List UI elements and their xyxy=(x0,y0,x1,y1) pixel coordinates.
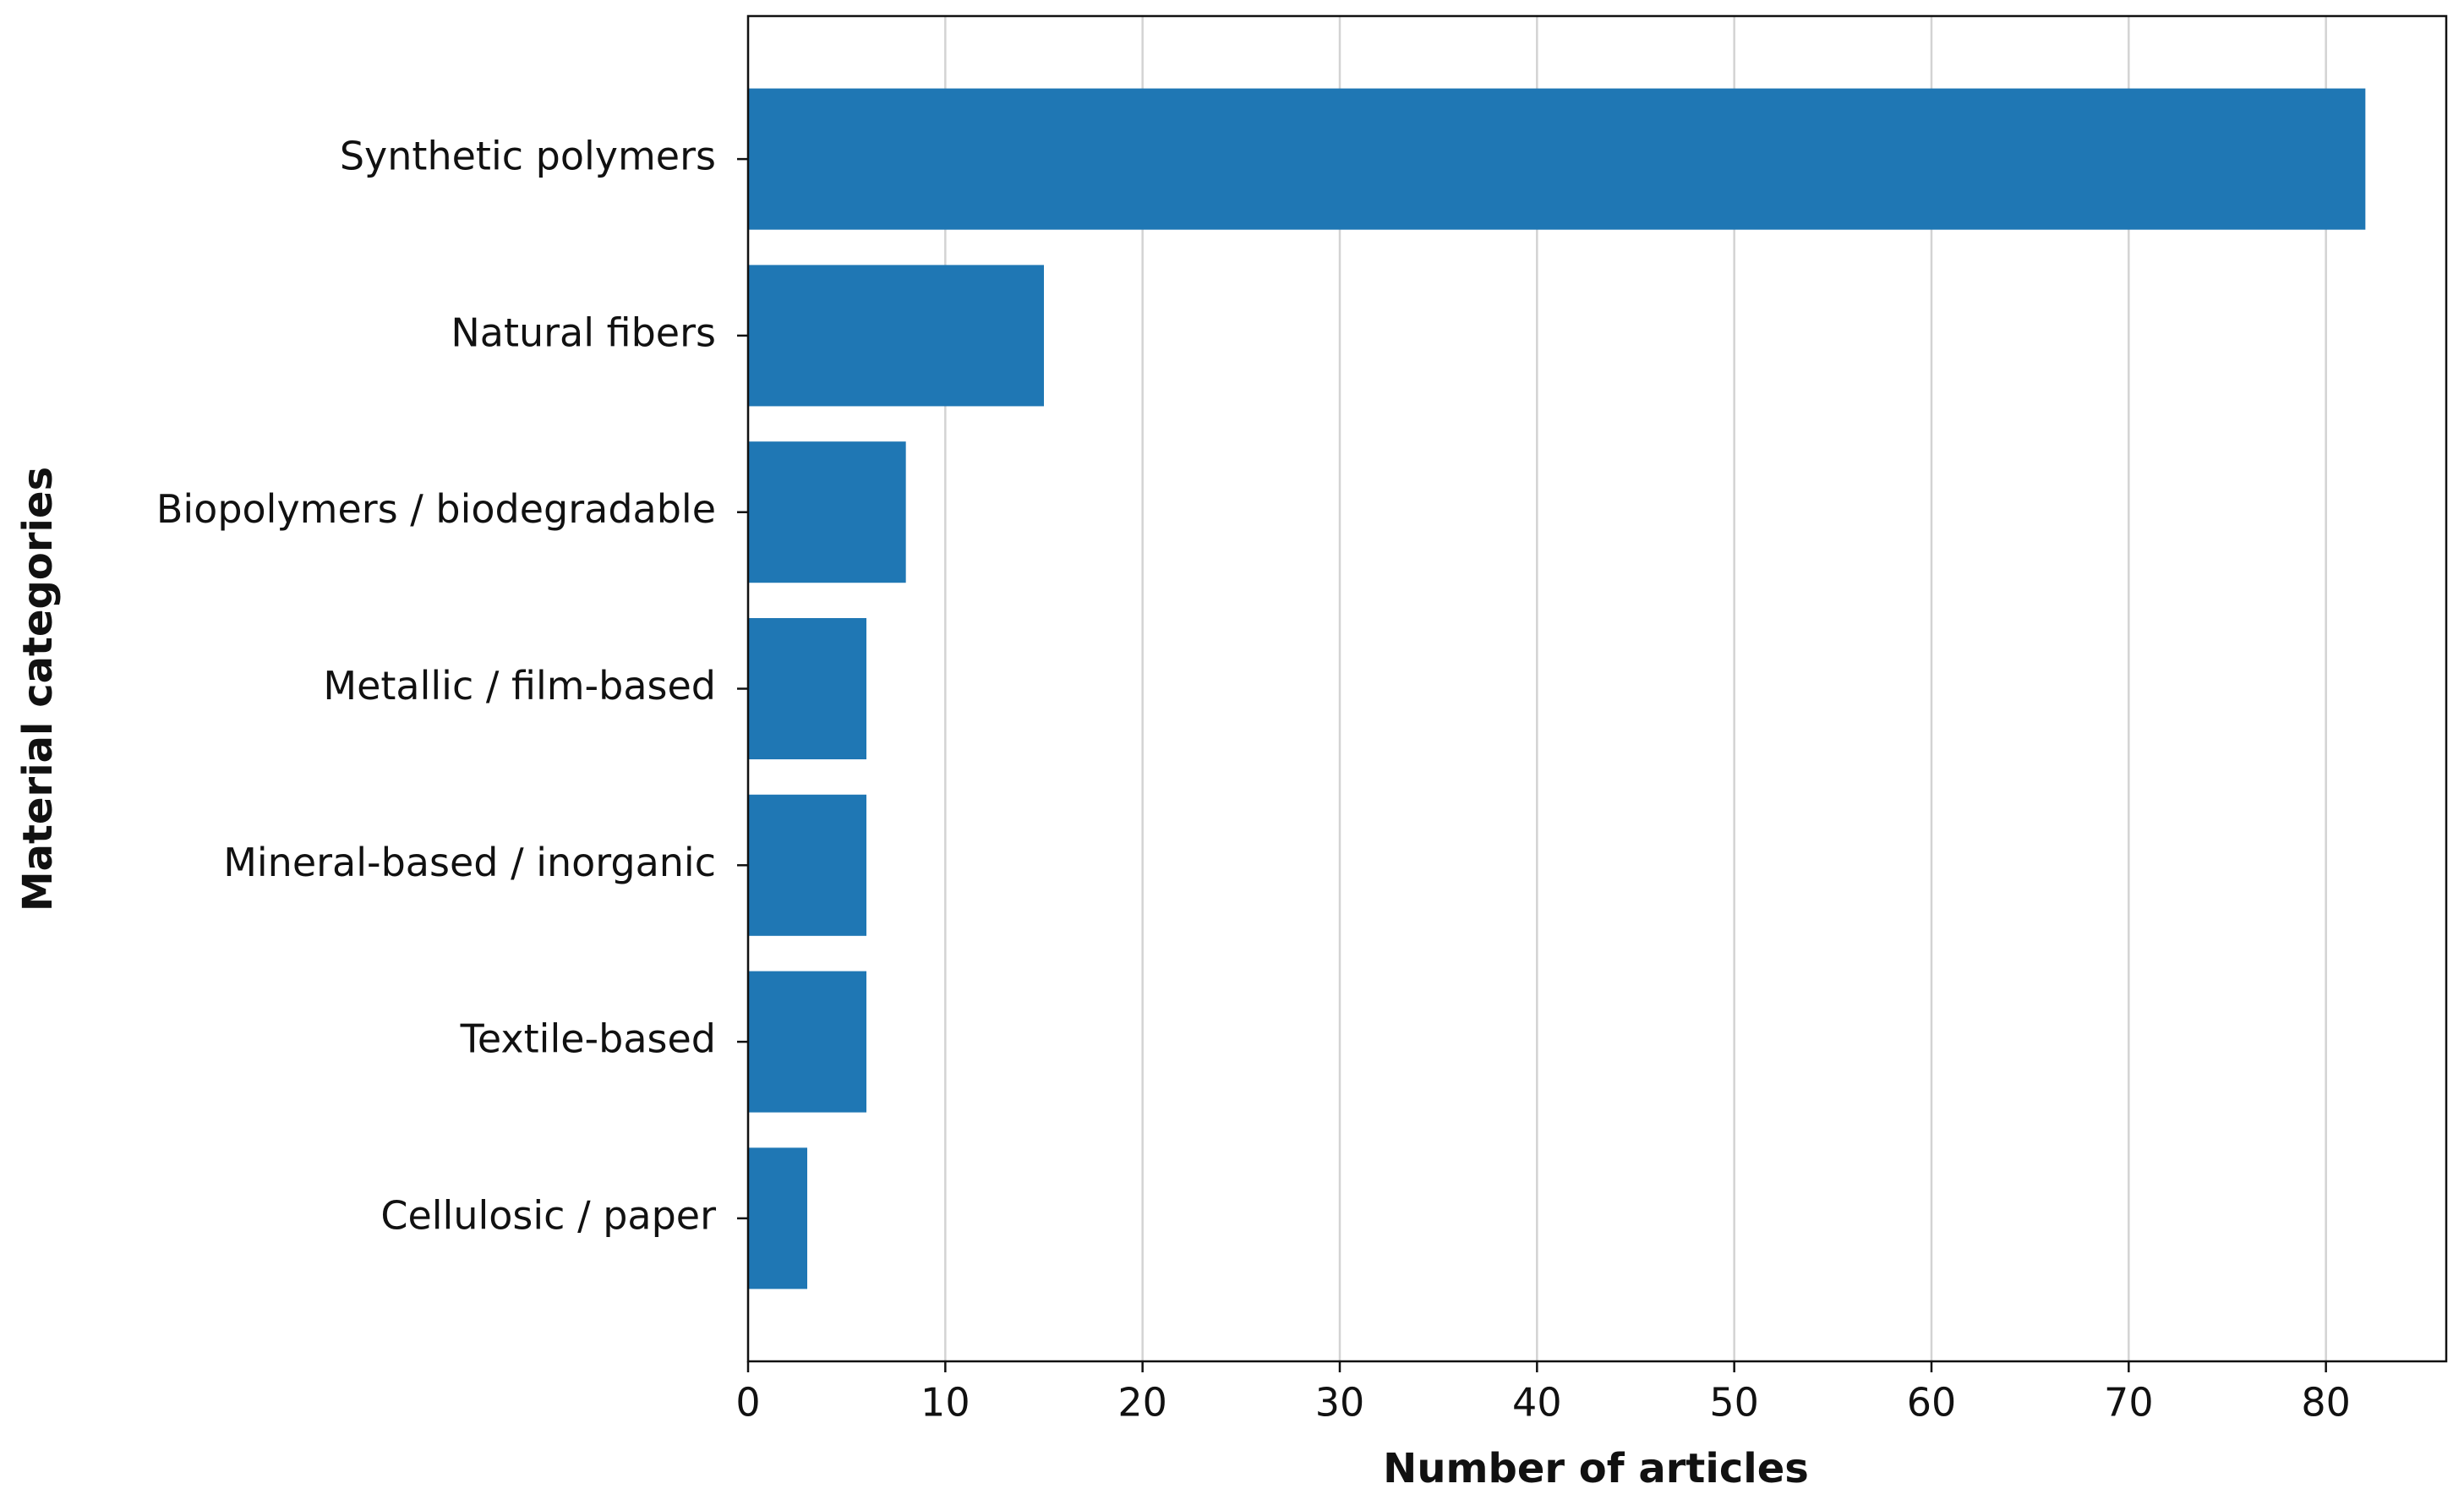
x-tick-label: 50 xyxy=(1709,1380,1759,1426)
y-tick-label: Textile-based xyxy=(460,1016,716,1062)
x-tick-label: 0 xyxy=(735,1380,760,1426)
bar xyxy=(748,794,866,936)
x-tick-label: 20 xyxy=(1117,1380,1167,1426)
bar xyxy=(748,441,906,583)
bar xyxy=(748,971,866,1113)
bar xyxy=(748,617,866,760)
y-tick-label: Metallic / film-based xyxy=(323,663,716,709)
bar xyxy=(748,88,2366,230)
x-axis-label: Number of articles xyxy=(1383,1445,1809,1492)
x-tick-label: 60 xyxy=(1907,1380,1957,1426)
y-tick-label: Mineral-based / inorganic xyxy=(223,840,716,885)
x-tick-label: 40 xyxy=(1512,1380,1562,1426)
bar xyxy=(748,1147,807,1289)
x-tick-label: 10 xyxy=(921,1380,970,1426)
y-tick-label: Natural fibers xyxy=(451,309,716,355)
x-tick-label: 30 xyxy=(1315,1380,1365,1426)
y-tick-label: Cellulosic / paper xyxy=(380,1192,716,1238)
y-tick-label: Biopolymers / biodegradable xyxy=(156,486,716,532)
y-tick-label: Synthetic polymers xyxy=(340,134,716,179)
x-tick-label: 70 xyxy=(2104,1380,2154,1426)
y-axis-label: Material categories xyxy=(14,467,62,911)
x-tick-label: 80 xyxy=(2301,1380,2351,1426)
bar xyxy=(748,265,1044,407)
plot-frame xyxy=(746,14,2448,1363)
